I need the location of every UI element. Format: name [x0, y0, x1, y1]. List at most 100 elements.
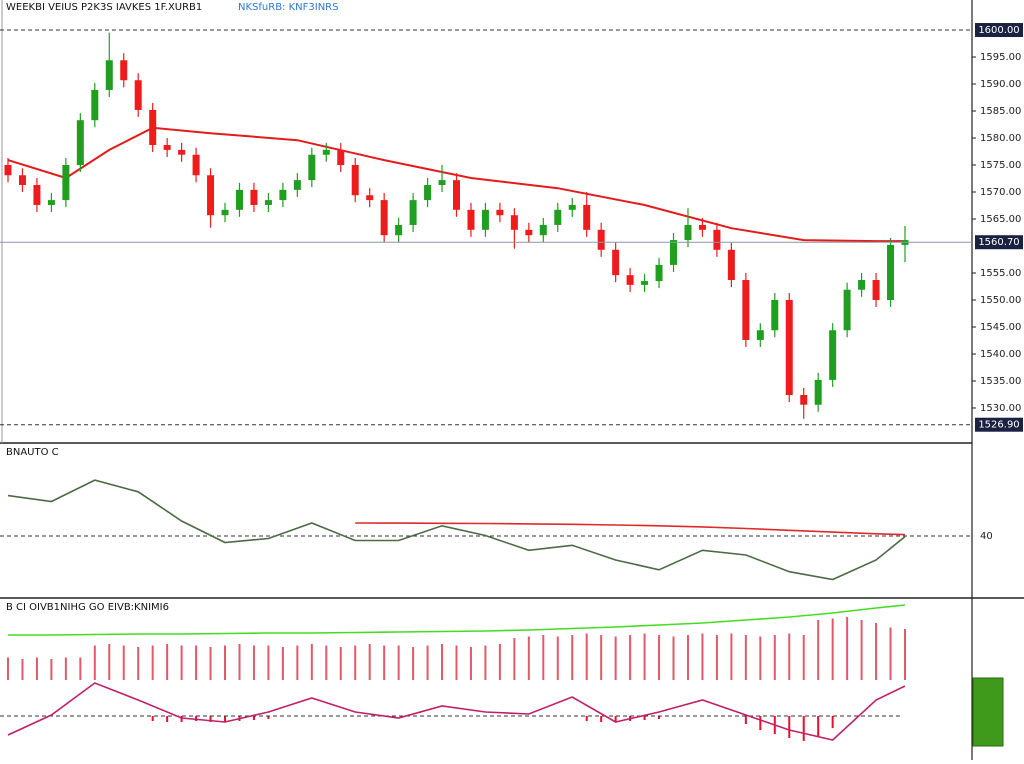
histogram-bar: [180, 716, 183, 722]
candle-body: [409, 200, 417, 225]
y-tick-label: 1550.00: [980, 295, 1021, 306]
candle-body: [76, 120, 84, 166]
histogram-bar: [180, 645, 183, 680]
histogram-bar: [21, 659, 24, 680]
candle-body: [626, 275, 634, 285]
candle-body: [539, 224, 547, 236]
histogram-bar: [585, 633, 588, 680]
candle-body: [872, 280, 880, 300]
candle-body: [467, 209, 475, 230]
histogram-bar: [252, 645, 255, 680]
y-tick-label: 1595.00: [980, 52, 1021, 63]
indicator-line: [355, 522, 906, 536]
candle-body: [554, 209, 562, 225]
histogram-bar: [585, 716, 588, 721]
candle-body: [785, 299, 793, 396]
histogram-bar: [267, 645, 270, 680]
y-tick-label: 1575.00: [980, 160, 1021, 171]
histogram-bar: [831, 716, 834, 728]
indicator-line: [7, 479, 906, 581]
candle-body: [481, 209, 489, 230]
histogram-bar: [267, 716, 270, 719]
candle-body: [655, 264, 663, 282]
histogram-bar: [310, 644, 313, 680]
candle-body: [337, 149, 345, 166]
candle-body: [756, 330, 764, 340]
candle-body: [568, 204, 576, 210]
indicator-title: BNAUTO C: [6, 447, 59, 458]
histogram-bar: [339, 647, 342, 680]
histogram-bar: [383, 645, 386, 680]
candle-body: [18, 175, 26, 185]
candle-body: [279, 189, 287, 201]
histogram-bar: [224, 716, 227, 722]
histogram-bar: [151, 645, 154, 680]
y-tick-label: 1540.00: [980, 349, 1021, 360]
histogram-bar: [817, 620, 820, 680]
histogram-bar: [875, 623, 878, 680]
candle-body: [453, 180, 460, 210]
histogram-bar: [7, 657, 9, 680]
price-badge-label: 1600.00: [978, 25, 1019, 36]
candle-body: [250, 189, 258, 205]
y-tick-label: 1590.00: [980, 79, 1021, 90]
histogram-bar: [137, 647, 140, 680]
histogram-bar: [224, 645, 227, 680]
candle-body: [771, 299, 779, 331]
y-tick-label: 1565.00: [980, 214, 1021, 225]
candle-body: [192, 154, 200, 176]
indicator-title: B CI OIVB1NIHG GO EIVB:KNIMI6: [6, 602, 169, 613]
histogram-bar: [79, 657, 82, 680]
histogram-bar: [889, 627, 892, 680]
histogram-bar: [556, 636, 559, 680]
candle-body: [4, 165, 12, 176]
histogram-bar: [904, 629, 906, 680]
y-tick-label: 1585.00: [980, 106, 1021, 117]
histogram-bar: [151, 716, 154, 721]
histogram-bar: [166, 644, 169, 680]
candle-body: [235, 189, 243, 210]
histogram-bar: [686, 635, 689, 680]
histogram-bar: [412, 647, 415, 680]
histogram-bar: [658, 716, 661, 719]
y-tick-label: 1555.00: [980, 268, 1021, 279]
histogram-bar: [108, 644, 111, 680]
histogram-bar: [715, 635, 718, 680]
histogram-bar: [658, 635, 661, 680]
histogram-bar: [744, 716, 747, 724]
candle-body: [641, 281, 649, 285]
histogram-bar: [527, 636, 530, 680]
histogram-bar: [788, 633, 791, 680]
histogram-bar: [35, 657, 38, 680]
histogram-bar: [296, 645, 299, 680]
histogram-bar: [325, 645, 328, 680]
candle-body: [829, 330, 837, 380]
candle-body: [713, 229, 721, 250]
histogram-bar: [238, 644, 241, 680]
y-tick-label: 40: [980, 531, 993, 542]
moving-average: [7, 126, 905, 243]
candle-body: [120, 60, 128, 81]
candle-body: [612, 249, 620, 276]
histogram-bar: [354, 645, 357, 680]
histogram-bar: [542, 635, 545, 680]
y-tick-label: 1545.00: [980, 322, 1021, 333]
candle-body: [149, 109, 157, 146]
histogram-bar: [759, 636, 762, 680]
histogram-bar: [93, 645, 96, 680]
histogram-bar: [831, 618, 834, 680]
price-badge: [975, 23, 1023, 38]
candle-body: [62, 165, 70, 201]
histogram-bar: [195, 645, 198, 680]
candle-body: [843, 289, 851, 331]
y-tick-label: 1535.00: [980, 376, 1021, 387]
histogram-bar: [571, 635, 574, 680]
histogram-bar: [441, 644, 444, 680]
y-tick-label: 1580.00: [980, 133, 1021, 144]
candle-body: [800, 395, 808, 405]
histogram-bar: [730, 633, 733, 680]
chart-title: WEEKBI VEIUS P2K3S IAVKES 1F.XURB1: [6, 2, 202, 13]
candle-body: [395, 224, 403, 236]
price-badge: [975, 417, 1023, 432]
